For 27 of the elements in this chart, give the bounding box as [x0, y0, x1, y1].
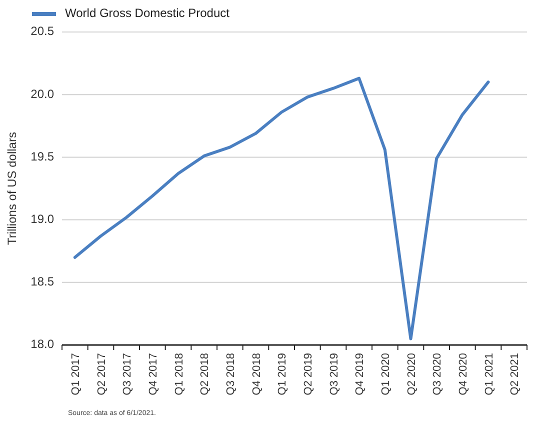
- y-axis-title: Trillions of US dollars: [5, 132, 19, 245]
- x-tick-label: Q3 2017: [122, 353, 134, 396]
- x-tick-label: Q3 2020: [432, 353, 444, 396]
- x-tick-label: Q1 2020: [380, 353, 392, 396]
- x-tick-label: Q4 2019: [354, 353, 366, 396]
- y-tick-label: 18.0: [30, 337, 54, 352]
- y-tick-label: 19.5: [30, 149, 54, 164]
- x-tick-label: Q3 2018: [224, 353, 237, 396]
- x-tick-label: Q1 2017: [70, 353, 82, 396]
- line-series: [73, 76, 490, 340]
- x-tick-label: Q4 2018: [250, 353, 263, 396]
- y-tick-label: 20.5: [30, 24, 54, 38]
- x-tick-label: Q3 2019: [328, 353, 340, 396]
- x-tick-label: Q2 2021: [509, 353, 522, 396]
- x-tick-label: Q1 2018: [173, 353, 186, 396]
- y-tick-label: 20.0: [30, 86, 54, 101]
- x-tick-label: Q1 2019: [276, 353, 289, 396]
- x-tick-label: Q2 2018: [199, 353, 212, 396]
- x-tick-label: Q4 2020: [457, 353, 470, 396]
- x-tick-label: Q2 2019: [302, 353, 314, 396]
- y-tick-label: 18.5: [30, 274, 54, 289]
- x-tick-label: Q4 2017: [147, 353, 160, 396]
- legend-label: World Gross Domestic Product: [65, 6, 230, 20]
- y-tick-label: 19.0: [30, 212, 54, 226]
- x-tick-label: Q1 2021: [483, 353, 496, 396]
- x-tick-label: Q2 2017: [96, 353, 108, 396]
- x-tick-label: Q2 2020: [406, 353, 418, 396]
